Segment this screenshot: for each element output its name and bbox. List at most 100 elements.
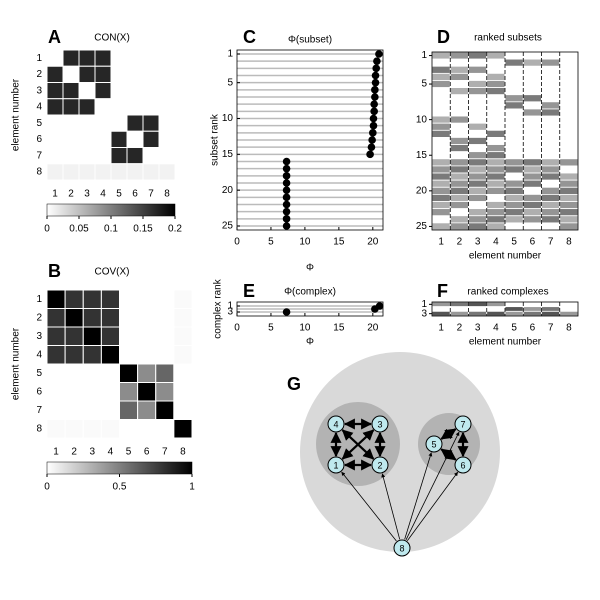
dot <box>370 100 378 108</box>
heatmap-cell <box>142 82 160 100</box>
y-tick-label: 1 <box>421 50 427 61</box>
membership-cell <box>431 65 451 74</box>
dot <box>366 150 374 159</box>
heatmap-cell <box>142 147 160 165</box>
y-tick-label: 1 <box>36 294 42 305</box>
dot <box>371 93 379 101</box>
membership-cell <box>468 201 488 210</box>
panel-title: ranked subsets <box>474 33 542 44</box>
membership-cell <box>522 151 542 160</box>
heatmap-cell <box>173 400 193 420</box>
heatmap-cell <box>94 98 112 116</box>
colorbar-tick-label: 0.2 <box>168 224 182 235</box>
membership-cell <box>468 101 488 110</box>
x-tick-label: 6 <box>144 447 150 458</box>
membership-cell <box>486 193 506 202</box>
heatmap-cell <box>155 326 175 346</box>
membership-cell <box>541 80 561 89</box>
y-tick-label: 5 <box>227 77 233 88</box>
dot <box>282 222 291 230</box>
heatmap-cell <box>94 49 112 67</box>
panel-title: CON(X) <box>94 33 130 44</box>
heatmap-cell <box>158 130 176 148</box>
x-axis-label: Φ <box>306 263 314 274</box>
node-label: 8 <box>399 543 404 553</box>
dot <box>371 71 380 80</box>
node-label: 4 <box>333 419 338 429</box>
membership-cell <box>449 215 469 224</box>
membership-cell <box>541 158 561 167</box>
y-tick-label: 5 <box>36 368 42 379</box>
x-tick-label: 8 <box>566 323 572 334</box>
membership-cell <box>431 115 451 124</box>
panel-label: E <box>243 281 255 301</box>
membership-cell <box>559 172 579 181</box>
heatmap-cell <box>100 382 120 402</box>
membership-cell <box>486 144 506 153</box>
membership-cell <box>541 72 561 81</box>
membership-cell <box>522 215 542 224</box>
heatmap-cell <box>119 326 139 346</box>
heatmap-cell <box>173 419 193 439</box>
membership-cell <box>431 172 451 181</box>
membership-cell <box>559 222 579 231</box>
dot <box>282 308 291 316</box>
y-tick-label: 8 <box>36 167 42 178</box>
heatmap-cell <box>110 130 128 148</box>
membership-cell <box>541 215 561 224</box>
membership-cell <box>449 172 469 181</box>
heatmap-cell <box>62 163 80 181</box>
membership-cell <box>559 72 579 81</box>
x-tick-label: 2 <box>71 447 77 458</box>
x-tick-label: 3 <box>90 447 96 458</box>
heatmap-cell <box>119 400 139 420</box>
membership-cell <box>522 101 542 110</box>
heatmap-cell <box>173 345 193 365</box>
membership-cell <box>486 215 506 224</box>
network-node <box>327 415 345 433</box>
node-label: 6 <box>460 460 465 470</box>
heatmap-cell <box>46 163 64 181</box>
membership-cell <box>522 208 542 217</box>
membership-cell <box>559 301 579 308</box>
y-tick-label: 2 <box>36 69 42 80</box>
heatmap-cell <box>82 363 102 383</box>
membership-cell <box>522 222 542 231</box>
membership-cell <box>504 151 524 160</box>
colorbar-tick-label: 0 <box>44 482 50 493</box>
x-tick-label: 8 <box>164 189 170 200</box>
membership-cell <box>486 158 506 167</box>
network-node <box>371 456 389 474</box>
x-tick-label: 5 <box>268 237 274 248</box>
heatmap-cell <box>64 308 84 328</box>
heatmap-cell <box>142 114 160 132</box>
colorbar <box>46 203 176 217</box>
membership-cell <box>486 222 506 231</box>
heatmap-cell <box>100 326 120 346</box>
heatmap-cell <box>173 289 193 309</box>
membership-cell <box>431 51 451 60</box>
membership-cell <box>522 144 542 153</box>
heatmap-cell <box>173 382 193 402</box>
membership-cell <box>468 301 488 308</box>
membership-cell <box>468 137 488 145</box>
membership-cell <box>486 208 506 217</box>
membership-cell <box>449 58 469 67</box>
heatmap-cell <box>46 289 66 309</box>
membership-cell <box>449 65 469 74</box>
membership-cell <box>431 58 451 67</box>
membership-cell <box>449 144 469 153</box>
colorbar-tick-label: 0 <box>44 224 50 235</box>
heatmap-cell <box>137 363 157 383</box>
membership-cell <box>468 58 488 67</box>
membership-cell <box>486 165 506 174</box>
heatmap-cell <box>94 114 112 132</box>
membership-cell <box>431 186 451 195</box>
y-tick-label: 6 <box>36 134 42 145</box>
x-tick-label: 20 <box>367 323 379 334</box>
membership-cell <box>541 144 561 153</box>
membership-cell <box>449 115 469 124</box>
membership-cell <box>449 201 469 210</box>
y-tick-label: 1 <box>421 299 427 310</box>
x-tick-label: 5 <box>511 237 517 248</box>
